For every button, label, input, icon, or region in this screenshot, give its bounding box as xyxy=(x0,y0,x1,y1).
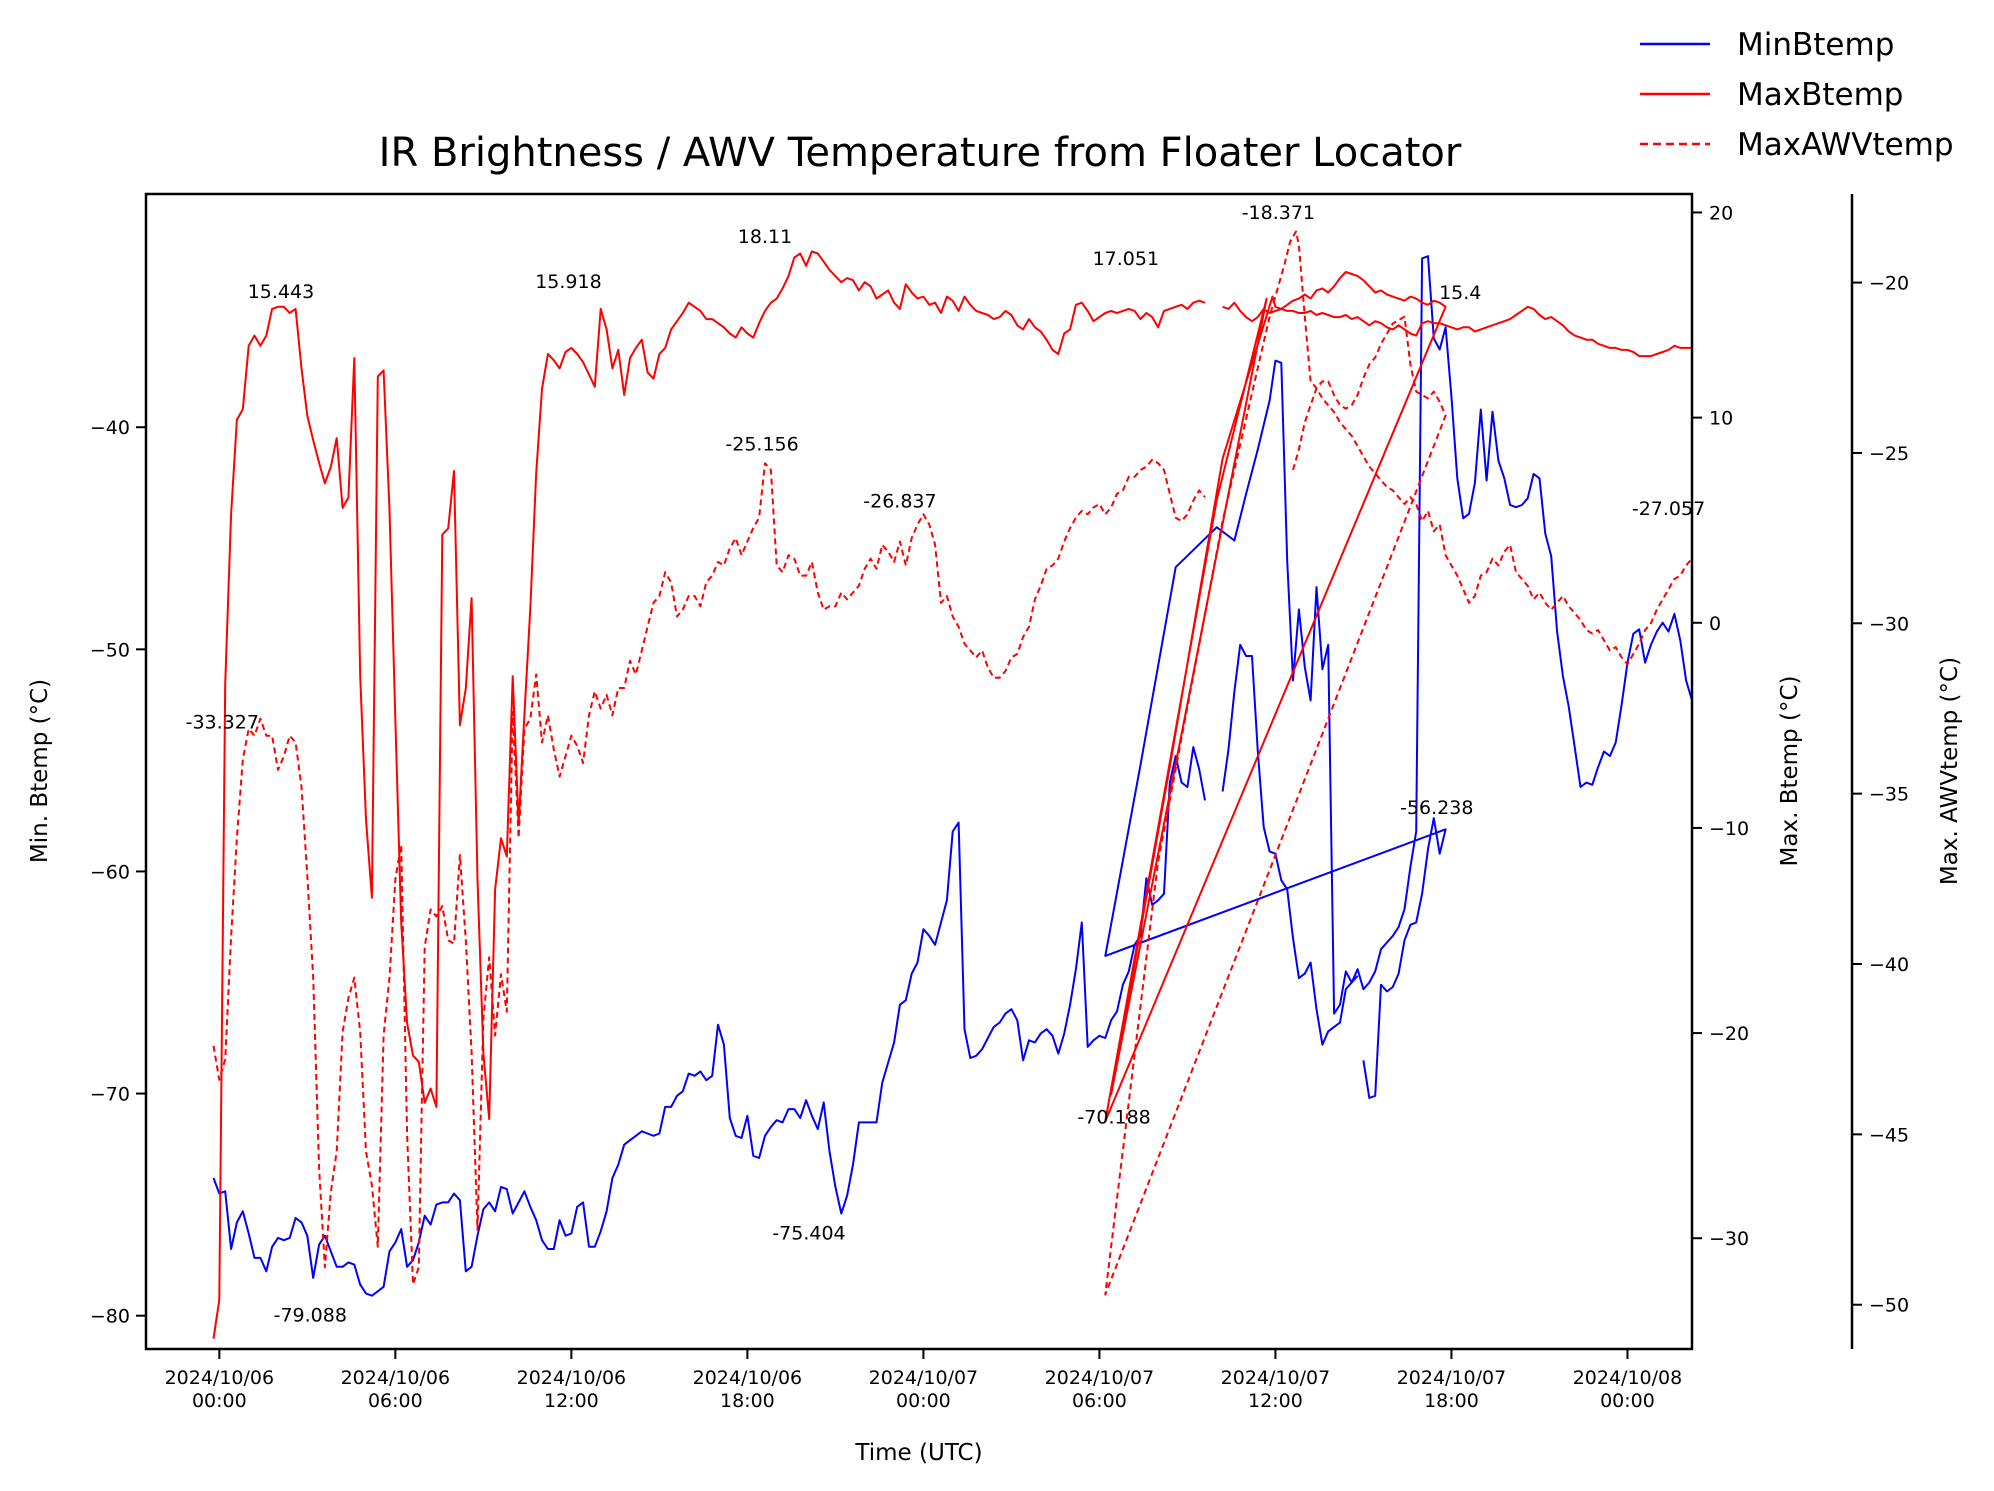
legend-label-maxawvtemp: MaxAWVtemp xyxy=(1737,127,1954,163)
series-line-maxbtemp-2 xyxy=(1104,271,1692,1123)
data-annotation: -26.837 xyxy=(863,491,936,513)
data-annotation: 17.051 xyxy=(1093,248,1159,270)
x-tick-time: 18:00 xyxy=(1424,1390,1479,1412)
left-tick-label: −40 xyxy=(90,417,130,439)
data-annotation: -70.188 xyxy=(1077,1107,1150,1129)
x-tick-time: 00:00 xyxy=(192,1390,247,1412)
data-annotation: -56.238 xyxy=(1400,797,1473,819)
data-annotation: 18.11 xyxy=(738,226,792,248)
left-tick-label: −60 xyxy=(90,861,130,883)
series-line-maxbtemp-1 xyxy=(212,250,1206,1339)
far-right-y-axis: −50 −45 −40 −35 −30 −25 −20 xyxy=(1850,194,1909,1349)
right-tick-label: 10 xyxy=(1709,408,1733,430)
x-tick-time: 18:00 xyxy=(720,1390,775,1412)
x-tick-time: 06:00 xyxy=(1072,1390,1127,1412)
right-tick-label: −20 xyxy=(1709,1023,1749,1045)
far-right-tick-label: −40 xyxy=(1869,954,1909,976)
left-tick-label: −50 xyxy=(90,639,130,661)
series-line-maxawvtemp-1 xyxy=(212,458,1206,1286)
x-tick-date: 2024/10/07 xyxy=(1397,1367,1507,1389)
far-right-tick-label: −50 xyxy=(1869,1295,1909,1317)
x-tick-time: 06:00 xyxy=(368,1390,423,1412)
right-tick-label: −30 xyxy=(1709,1228,1749,1250)
x-tick-time: 12:00 xyxy=(1248,1390,1303,1412)
data-annotation: -79.088 xyxy=(274,1304,347,1326)
x-tick-date: 2024/10/07 xyxy=(869,1367,979,1389)
far-right-tick-label: −35 xyxy=(1869,784,1909,806)
left-axis-label: Min. Btemp (°C) xyxy=(27,679,53,863)
plot-frame xyxy=(144,192,1694,1351)
data-annotation: -33.327 xyxy=(186,712,259,734)
chart-title: IR Brightness / AWV Temperature from Flo… xyxy=(379,130,1462,176)
series-layer xyxy=(212,230,1692,1339)
left-y-axis: −80 −70 −60 −50 −40 xyxy=(90,417,146,1328)
data-annotation: -75.404 xyxy=(772,1223,845,1245)
right-tick-label: −10 xyxy=(1709,818,1749,840)
series-line-maxawvtemp-2 xyxy=(1104,230,1692,1296)
far-right-tick-label: −25 xyxy=(1869,443,1909,465)
x-tick-date: 2024/10/06 xyxy=(517,1367,627,1389)
legend: MinBtemp MaxBtemp MaxAWVtemp xyxy=(1640,27,1954,163)
x-tick-time: 00:00 xyxy=(896,1390,951,1412)
data-annotation: 15.4 xyxy=(1439,282,1481,304)
legend-label-maxbtemp: MaxBtemp xyxy=(1737,77,1903,113)
x-tick-date: 2024/10/07 xyxy=(1221,1367,1331,1389)
x-axis: 2024/10/0600:002024/10/0606:002024/10/06… xyxy=(165,1349,1683,1412)
data-annotation: -27.057 xyxy=(1632,498,1705,520)
data-annotation: 15.443 xyxy=(248,281,314,303)
x-axis-label: Time (UTC) xyxy=(854,1440,982,1466)
x-tick-date: 2024/10/06 xyxy=(693,1367,803,1389)
x-tick-date: 2024/10/06 xyxy=(341,1367,451,1389)
far-right-tick-label: −20 xyxy=(1869,273,1909,295)
x-tick-time: 00:00 xyxy=(1600,1390,1655,1412)
far-right-axis-label: Max. AWVtemp (°C) xyxy=(1937,657,1963,885)
left-tick-label: −70 xyxy=(90,1084,130,1106)
right-axis-label: Max. Btemp (°C) xyxy=(1777,676,1803,867)
x-tick-date: 2024/10/06 xyxy=(165,1367,275,1389)
x-tick-date: 2024/10/08 xyxy=(1573,1367,1683,1389)
data-annotation: -18.371 xyxy=(1242,202,1315,224)
far-right-tick-label: −45 xyxy=(1869,1124,1909,1146)
annotations: 15.443 15.918 18.11 17.051 -18.371 15.4 -33.32… xyxy=(186,202,1706,1326)
legend-label-minbtemp: MinBtemp xyxy=(1737,27,1894,63)
left-tick-label: −80 xyxy=(90,1306,130,1328)
series-line-minbtemp-1 xyxy=(212,746,1206,1297)
right-y-axis: −30 −20 −10 0 10 20 xyxy=(1692,202,1749,1250)
right-tick-label: 0 xyxy=(1709,613,1721,635)
series-line-minbtemp-2 xyxy=(1221,643,1359,1046)
data-annotation: 15.918 xyxy=(535,271,601,293)
right-tick-label: 20 xyxy=(1709,202,1733,224)
series-line-minbtemp-3 xyxy=(1104,255,1692,1099)
far-right-tick-label: −30 xyxy=(1869,613,1909,635)
x-tick-date: 2024/10/07 xyxy=(1045,1367,1155,1389)
data-annotation: -25.156 xyxy=(725,433,798,455)
x-tick-time: 12:00 xyxy=(544,1390,599,1412)
